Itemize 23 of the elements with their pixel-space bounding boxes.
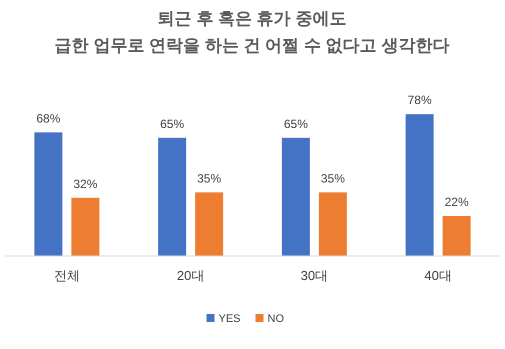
legend-label: NO bbox=[268, 313, 284, 325]
data-label: 22% bbox=[444, 195, 469, 209]
x-tick-label: 전체 bbox=[54, 268, 80, 283]
x-tick-label: 40대 bbox=[424, 268, 452, 283]
data-label: 35% bbox=[197, 171, 222, 186]
legend-label: YES bbox=[218, 313, 241, 325]
data-label: 32% bbox=[73, 176, 98, 191]
chart-title: 퇴근 후 혹은 휴가 중에도 급한 업무로 연락을 하는 건 어쩔 수 없다고 생각한다 bbox=[54, 9, 450, 55]
data-label: 65% bbox=[160, 116, 184, 131]
bar bbox=[282, 138, 310, 256]
bar bbox=[71, 198, 100, 256]
bar bbox=[195, 192, 224, 256]
x-tick-label: 30대 bbox=[300, 268, 328, 283]
data-label: 78% bbox=[408, 93, 432, 108]
data-label: 35% bbox=[320, 171, 346, 186]
bar bbox=[158, 138, 186, 256]
bar bbox=[318, 192, 347, 256]
bar bbox=[406, 114, 434, 256]
data-label: 65% bbox=[284, 116, 308, 131]
bar bbox=[442, 216, 471, 256]
x-tick-label: 20대 bbox=[176, 268, 204, 283]
data-label: 68% bbox=[36, 111, 61, 126]
bar bbox=[34, 132, 62, 256]
